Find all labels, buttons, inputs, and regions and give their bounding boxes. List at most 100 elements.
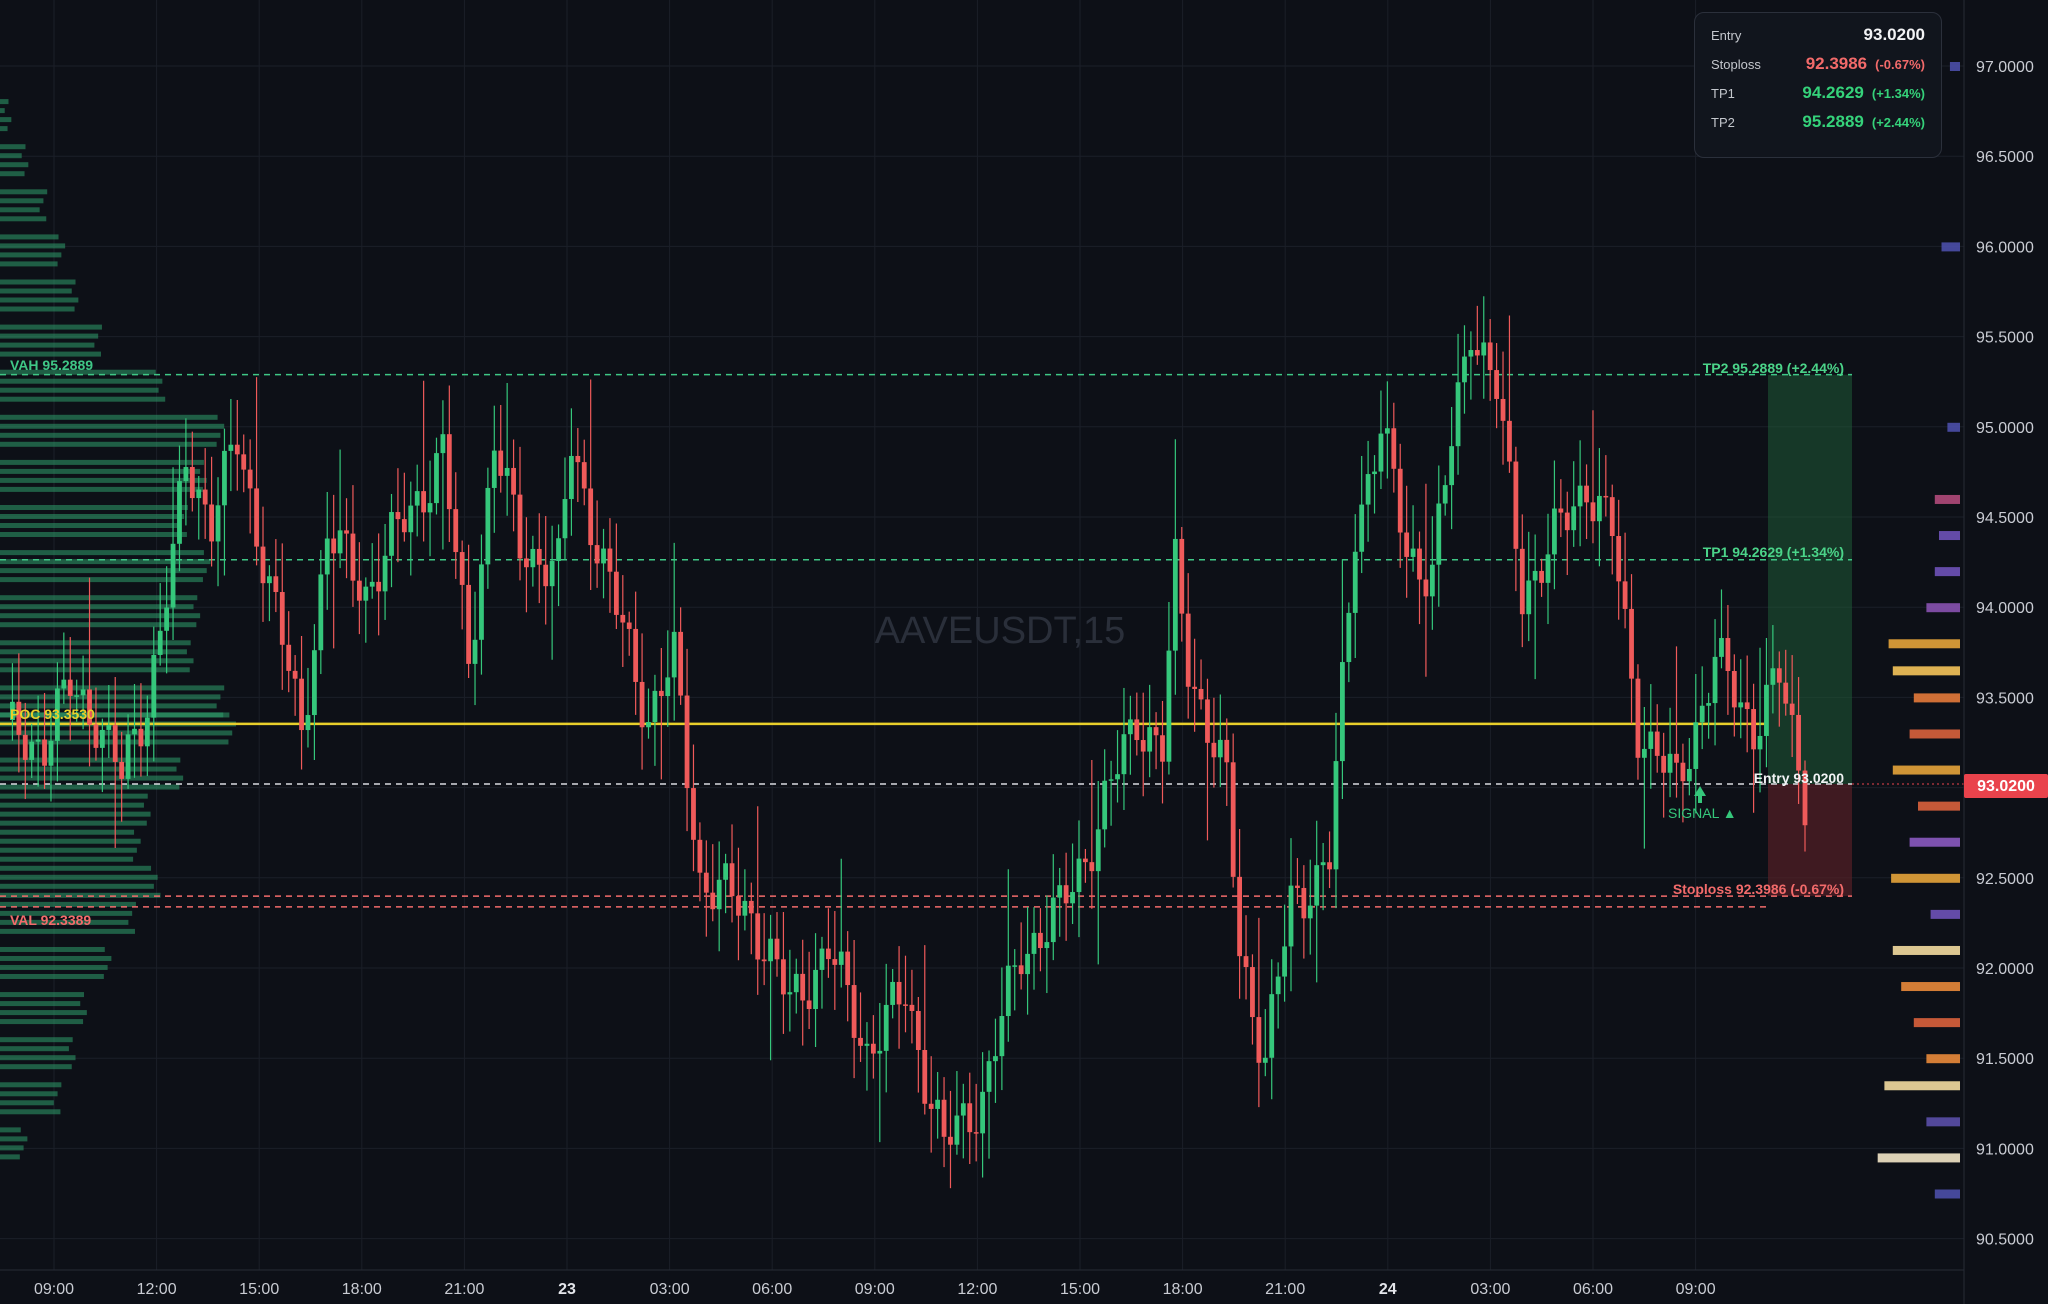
candle-body <box>1436 503 1442 565</box>
candle-body <box>209 504 214 542</box>
candle-body <box>851 985 857 1038</box>
candle-body <box>1179 538 1185 614</box>
candle-body <box>1532 570 1538 581</box>
candle-body <box>581 462 587 489</box>
candle-body <box>1134 719 1140 741</box>
candle-body <box>1160 735 1165 762</box>
volume-bar <box>1926 1054 1960 1064</box>
volume-bar <box>0 234 59 240</box>
volume-bar <box>0 1055 76 1061</box>
candle-body <box>710 892 716 910</box>
candle-body <box>903 1004 908 1006</box>
stoploss-pct: (-0.67%) <box>1875 57 1925 72</box>
candle-body <box>806 1000 812 1010</box>
candle-body <box>1558 508 1564 513</box>
volume-bar <box>0 1100 54 1106</box>
time-tick-label: 15:00 <box>239 1281 279 1298</box>
candle-body <box>1295 885 1300 888</box>
candle-body <box>222 450 227 506</box>
candle-body <box>1378 433 1384 472</box>
time-tick-label: 12:00 <box>137 1281 177 1298</box>
candle-body <box>678 631 684 696</box>
candle-body <box>504 467 510 476</box>
candle-body <box>1770 668 1776 685</box>
volume-bar <box>0 595 198 601</box>
candle-body <box>1044 942 1050 949</box>
candle-body <box>144 717 150 747</box>
candle-body <box>1693 722 1699 769</box>
candle-body <box>1211 742 1217 758</box>
candle-body <box>408 505 414 533</box>
tp1-line-label: TP1 94.2629 (+1.34%) <box>1703 544 1844 560</box>
candle-body <box>1616 536 1622 582</box>
candle-body <box>1115 774 1120 780</box>
candle-body <box>742 900 748 916</box>
info-row-tp2: TP2 95.2889 (+2.44%) <box>1711 112 1925 141</box>
candle-body <box>1680 762 1686 782</box>
candle-body <box>427 503 433 513</box>
candle-body <box>652 690 658 723</box>
volume-bar <box>0 153 22 159</box>
candle-body <box>935 1099 941 1109</box>
current-price-badge <box>1964 774 2048 798</box>
candle-body <box>401 519 407 533</box>
candle-body <box>414 491 420 506</box>
candle-body <box>395 512 401 520</box>
candle-body <box>1166 650 1172 762</box>
volume-bar <box>0 910 133 916</box>
volume-bar <box>0 955 112 961</box>
candle-body <box>1198 688 1204 700</box>
tp2-line-label: TP2 95.2889 (+2.44%) <box>1703 360 1844 376</box>
candle-body <box>1597 495 1602 522</box>
candle-body <box>1275 976 1281 995</box>
candle-body <box>1455 382 1461 447</box>
candle-body <box>1507 420 1512 462</box>
volume-bar <box>0 1064 72 1070</box>
time-tick-label: 23 <box>558 1281 576 1298</box>
candle-body <box>1751 709 1756 750</box>
candle-body <box>125 734 131 779</box>
candle-body <box>1410 548 1416 557</box>
candle-body <box>1603 495 1609 498</box>
candle-body <box>1108 779 1114 781</box>
candle-body <box>1038 932 1043 949</box>
candle-body <box>1333 761 1339 870</box>
price-axis[interactable]: 90.500091.000091.500092.000092.500093.00… <box>1976 59 2034 1249</box>
candle-body <box>1526 580 1532 615</box>
time-axis[interactable]: 09:00 12:00 15:00 18:00 21:00 23 03:00 06:00 09:… <box>34 1281 1716 1298</box>
info-row-stoploss: Stoploss 92.3986 (-0.67%) <box>1711 54 1925 83</box>
candle-body <box>1796 714 1801 771</box>
candle-body <box>594 545 600 564</box>
candle-body <box>1384 428 1390 434</box>
candle-body <box>877 1050 883 1054</box>
volume-bar <box>1913 693 1960 703</box>
time-tick-label: 24 <box>1379 1281 1397 1298</box>
volume-bar <box>1909 729 1960 739</box>
stoploss-value: 92.3986 <box>1805 54 1868 73</box>
entry-value: 93.0200 <box>1863 25 1925 44</box>
candle-body <box>1147 727 1153 752</box>
volume-bar <box>0 856 134 862</box>
candle-body <box>279 592 285 645</box>
candle-body <box>588 488 594 546</box>
candle-body <box>1095 829 1101 872</box>
candle-body <box>691 788 696 840</box>
trade-zones <box>1768 374 1852 897</box>
candle-body <box>993 1056 998 1062</box>
time-tick-label: 03:00 <box>650 1281 690 1298</box>
candle-body <box>1031 932 1037 954</box>
candle-body <box>202 489 208 505</box>
volume-bar <box>0 423 225 429</box>
candle-body <box>954 1115 960 1145</box>
candle-body <box>331 538 337 554</box>
stoploss-line-label: Stoploss 92.3986 (-0.67%) <box>1673 881 1844 897</box>
candle-body <box>511 467 516 495</box>
candle-body <box>1262 1057 1268 1063</box>
candle-body <box>1288 885 1294 947</box>
candle-body <box>1641 748 1647 758</box>
candle-body <box>1057 885 1063 898</box>
candle-body <box>1083 858 1088 863</box>
candle-body <box>363 586 369 601</box>
